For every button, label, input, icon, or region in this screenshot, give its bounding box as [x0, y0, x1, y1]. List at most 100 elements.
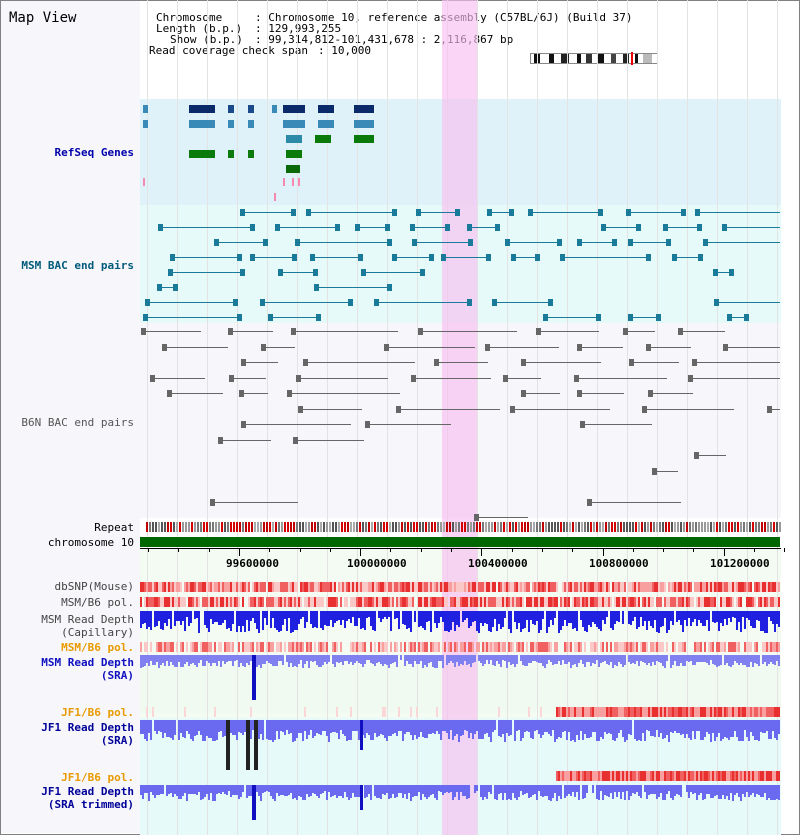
depth-bar [184, 611, 186, 632]
depth-bar [378, 785, 380, 798]
depth-bar [546, 720, 548, 732]
track-label-jf1-depth-trim[interactable]: JF1 Read Depth [41, 785, 134, 798]
refseq-gene [228, 120, 234, 128]
depth-bar [216, 611, 218, 623]
track-label-msm-b6-pol-2[interactable]: MSM/B6 pol. [61, 641, 134, 654]
depth-bar [718, 611, 720, 632]
depth-bar [738, 785, 740, 797]
heat-cell [606, 771, 608, 781]
depth-bar [436, 611, 438, 629]
heat-cell [746, 597, 748, 607]
heat-cell [406, 582, 408, 592]
repeat-segment [146, 522, 148, 532]
ruler-tick [238, 548, 240, 556]
depth-bar [434, 720, 436, 734]
track-label-msm-depth-sra[interactable]: MSM Read Depth [41, 656, 134, 669]
track-label-msm-b6-pol[interactable]: MSM/B6 pol. [61, 596, 134, 609]
depth-bar [728, 655, 730, 667]
heat-cell [156, 642, 158, 652]
depth-bar [326, 655, 328, 665]
heat-cell [550, 582, 552, 592]
depth-bar [268, 720, 270, 741]
depth-bar [578, 655, 580, 663]
depth-bar [194, 785, 196, 794]
track-label-repeat[interactable]: Repeat [94, 521, 134, 534]
heat-cell [644, 582, 646, 592]
heat-cell [622, 597, 624, 607]
track-label-jf1-b6-pol-2[interactable]: JF1/B6 pol. [61, 771, 134, 784]
depth-bar [748, 611, 750, 620]
depth-bar [200, 655, 202, 661]
b6n-bac-end [287, 390, 292, 397]
b6n-bac-end [574, 374, 580, 382]
repeat-segment [740, 522, 742, 532]
heat-cell [574, 771, 576, 781]
depth-bar [180, 655, 182, 668]
msm-bac-end [173, 284, 179, 291]
heat-cell [356, 642, 358, 652]
depth-bar [542, 785, 544, 797]
track-label-b6n-bac[interactable]: B6N BAC end pairs [21, 416, 134, 429]
track-label-jf1-depth-sra[interactable]: JF1 Read Depth [41, 721, 134, 734]
heat-cell [582, 771, 584, 781]
depth-bar [240, 611, 242, 632]
depth-bar [496, 611, 498, 632]
heat-cell [444, 597, 446, 607]
track-label-msm-bac[interactable]: MSM BAC end pairs [21, 259, 134, 272]
b6n-bac-pair [652, 470, 678, 472]
heat-cell [638, 707, 640, 717]
depth-bar [310, 611, 312, 624]
depth-bar [304, 785, 306, 801]
heat-cell [218, 597, 220, 607]
depth-bar [232, 785, 234, 796]
depth-bar [586, 785, 588, 794]
depth-bar [766, 655, 768, 666]
depth-bar [396, 785, 398, 798]
track-label-msm-depth-cap[interactable]: MSM Read Depth [41, 613, 134, 626]
repeat-segment [563, 522, 565, 532]
depth-bar [214, 655, 216, 663]
depth-bar [294, 611, 296, 631]
depth-bar [430, 785, 432, 796]
heat-cell [368, 582, 370, 592]
msm-bac-pair [627, 317, 661, 318]
grid-line [267, 0, 268, 835]
heat-cell [592, 642, 594, 652]
repeat-segment [164, 522, 166, 532]
depth-bar [244, 655, 246, 668]
heat-cell [684, 597, 686, 607]
depth-bar [510, 655, 512, 666]
depth-bar [482, 611, 484, 626]
depth-bar [148, 655, 150, 667]
heat-cell [710, 642, 712, 652]
depth-bar [546, 655, 548, 664]
depth-bar [436, 655, 438, 668]
track-label-dbsnp[interactable]: dbSNP(Mouse) [54, 580, 134, 593]
depth-bar [644, 611, 646, 622]
ruler-label: 100400000 [468, 557, 528, 570]
heat-cell [698, 642, 700, 652]
repeat-segment [575, 522, 577, 532]
heat-cell [288, 597, 290, 607]
depth-bar [142, 720, 144, 735]
heat-cell [234, 597, 236, 607]
highlight-region[interactable] [442, 0, 477, 835]
heat-cell [566, 771, 568, 781]
track-area[interactable] [140, 0, 786, 835]
heat-cell [572, 582, 574, 592]
repeat-segment [377, 522, 379, 532]
msm-bac-end [468, 239, 474, 246]
heat-cell [710, 707, 712, 717]
depth-bar [592, 720, 594, 733]
depth-bar [654, 785, 656, 795]
depth-bar [252, 720, 254, 731]
heat-cell [740, 597, 742, 607]
depth-bar [424, 655, 426, 665]
track-label-refseq[interactable]: RefSeq Genes [54, 146, 134, 159]
heat-cell [254, 582, 256, 592]
track-label-jf1-b6-pol[interactable]: JF1/B6 pol. [61, 706, 134, 719]
heat-cell [510, 597, 512, 607]
repeat-segment [317, 522, 319, 532]
depth-bar [676, 720, 678, 733]
heat-cell [628, 642, 630, 652]
